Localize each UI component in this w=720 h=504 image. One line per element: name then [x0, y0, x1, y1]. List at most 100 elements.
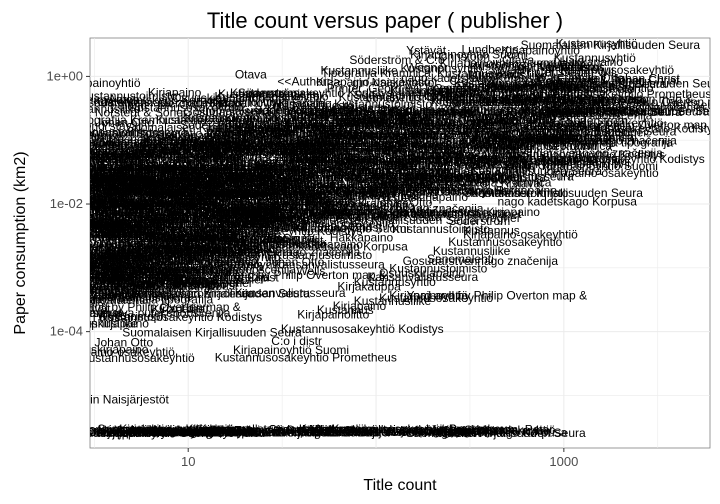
data-label: C:o i distr — [71, 310, 122, 324]
data-label: nago kadetskago Korpusa — [66, 196, 206, 210]
data-label: Suomalaisen Kirjallisuuden Seura — [545, 98, 720, 112]
data-label: Merckell, Jacob — [157, 252, 241, 266]
data-label: Weilin — [84, 179, 116, 193]
data-label: Kirjapainolitto — [113, 164, 185, 178]
data-label: Yard and by Philip Overton map & — [562, 95, 720, 109]
data-label: Anton — [93, 171, 124, 185]
data-label: Suomalaisen Kirjallisuuden Seura — [487, 77, 667, 91]
data-label: Kustannusosakeyhtiö Prometheus — [63, 159, 245, 173]
data-label: Gosudarstvennago značenija — [104, 246, 260, 260]
data-label: Yard and by Philip Overton map & — [513, 92, 694, 106]
data-label: Printer, Georg Wil — [60, 262, 155, 276]
data-label: Kirjapainoyhtiö — [215, 125, 294, 139]
data-label: Kirjapaino — [61, 172, 115, 186]
data-label: Otava — [316, 203, 348, 217]
data-label: Christoph — [66, 252, 117, 266]
data-label: P. Norstedt & Söner — [235, 184, 340, 198]
data-label: Kustannusliike — [100, 225, 178, 239]
data-label: <<Author>> — [300, 422, 363, 436]
data-label: Hansson, Peter — [326, 103, 409, 117]
data-label: C:o i distr — [216, 426, 267, 440]
data-label: Wall, Johan Otto — [131, 147, 220, 161]
data-label: Kirjapainoyhtiö — [281, 149, 360, 163]
data-label: Kustannus — [184, 133, 241, 147]
data-label: Weilin — [554, 58, 586, 72]
data-label: Weilin — [504, 158, 536, 172]
data-label: Suomalaisen Kirjallisuuden Seura — [64, 273, 244, 287]
data-label: Suomalaisen Kirjallisuuden Seura — [210, 425, 390, 439]
data-label: Hakkapaino — [157, 128, 221, 142]
data-label: Suomalaisen Kirjallisuuden Seura — [96, 217, 276, 231]
data-label: Merckell, Jacob — [210, 215, 294, 229]
data-label: Kustannusosakeyhtiö Prometheus — [389, 104, 571, 118]
data-label: Gosudarstvennago značenija — [82, 185, 238, 199]
data-label: Kustannus — [229, 187, 286, 201]
data-label: Printer, Georg Wil — [98, 196, 193, 210]
data-label: Merckell, Jacob — [165, 202, 249, 216]
data-label: P. Norstedt & Söner — [538, 74, 643, 88]
data-label: Kirjapaino — [107, 212, 161, 226]
data-label: Söderström — [152, 193, 214, 207]
data-label: Kustannusosakeyhtiö — [292, 143, 406, 157]
data-label: Kirjapainoyhtiö Suomi — [295, 120, 411, 134]
data-label: Söderström & C:o — [281, 189, 377, 203]
data-label: Lundbergs — [352, 165, 409, 179]
data-label: Kustannusosakeyhtiö — [334, 136, 448, 150]
data-label: Kustannusyhtiö — [62, 166, 144, 180]
data-label: Svenska Litteratursällskapet — [81, 163, 232, 177]
data-label: Hakkapaino — [125, 161, 189, 175]
data-label: Kirjapaino-osakeyhtiö — [76, 214, 191, 228]
data-label: Osuuskirjapaino — [62, 342, 148, 356]
data-label: Kustannusosakeyhtiö Prometheus — [140, 143, 322, 157]
data-label: Kustannustoimisto — [190, 232, 288, 246]
data-label: Hansson, Peter — [62, 253, 145, 267]
data-label: Osuuskirjapaino — [97, 270, 183, 284]
data-label: Gosudarstvennaja tipografija — [211, 133, 364, 147]
data-label: Kustannusosakeyhtiö Kodistys — [106, 241, 269, 255]
data-label: Kustannustoimisto — [98, 423, 196, 437]
data-label: Svenska Litteratursällskapet — [269, 423, 420, 437]
data-label: Ystävät — [236, 208, 277, 222]
data-label: Hansson, Peter — [177, 189, 260, 203]
data-label: Kustannustoimisto — [473, 133, 571, 147]
data-label: Kustannustoimisto — [61, 125, 159, 139]
data-label: Kirjapaino-osakeyhtiö — [78, 184, 193, 198]
data-label: Söderström — [321, 127, 383, 141]
data-label: Kustannusosakeyhtiö Kodistys — [342, 140, 505, 154]
data-label: Kustannus — [109, 223, 166, 237]
data-label: Wall, Johan Otto — [196, 425, 285, 439]
data-label: Merckell, Jacob — [71, 203, 155, 217]
data-label: Osuuskirjapaino — [63, 317, 149, 331]
data-label: Hansson, Peter — [326, 127, 409, 141]
data-label: Kansanvalistusseura — [395, 206, 506, 220]
data-label: Kansanvalistusseura — [80, 175, 191, 189]
data-label: Merckell, Jacob — [60, 160, 144, 174]
data-label: nago kadetskago Korpusa — [76, 194, 216, 208]
data-label: Kirjapaino — [86, 149, 140, 163]
data-label: Kustannusliike — [419, 171, 497, 185]
data-label: Kirjapainolitto — [297, 308, 369, 322]
data-label: Kustannusosakeyhtiö Kodistys — [338, 152, 501, 166]
data-label: <<Author>> — [130, 267, 193, 281]
data-label: nago kadetskago Korpusa — [428, 426, 568, 440]
data-label: Frenckell, Johan Christ — [163, 231, 286, 245]
data-label: Kustannusosakeyhtiö Kodistys — [96, 244, 259, 258]
data-label: Söderström & C:o — [137, 210, 233, 224]
data-label: Gosudarstvennago značenija — [507, 146, 663, 160]
data-label: Kustannusosakeyhtiö — [454, 76, 568, 90]
data-label: Kansanvalistusseura — [364, 180, 475, 194]
data-label: Sanomalehti — [202, 242, 269, 256]
data-label: Kirjapaino — [94, 270, 148, 284]
data-label: Kirjapaino — [301, 105, 355, 119]
data-label: gin Naisjärjestöt — [62, 180, 148, 194]
data-label: Osuuskirjapaino — [379, 266, 465, 280]
data-label: Kustannus — [185, 111, 242, 125]
data-label: Svenska Litteratursällskapet — [84, 230, 235, 244]
data-label: Otava — [166, 156, 198, 170]
data-label: Söderström & C:o — [213, 213, 309, 227]
data-label: Kustannusosakeyhtiö — [238, 104, 352, 118]
data-label: gin Naisjärjestöt — [330, 102, 416, 116]
data-label: Kustannusosakeyhtiö Kodistys — [213, 155, 376, 169]
data-label: Kansanvalistusseura — [80, 229, 191, 243]
data-label: Ministerstva putej soobščenija — [93, 168, 253, 182]
